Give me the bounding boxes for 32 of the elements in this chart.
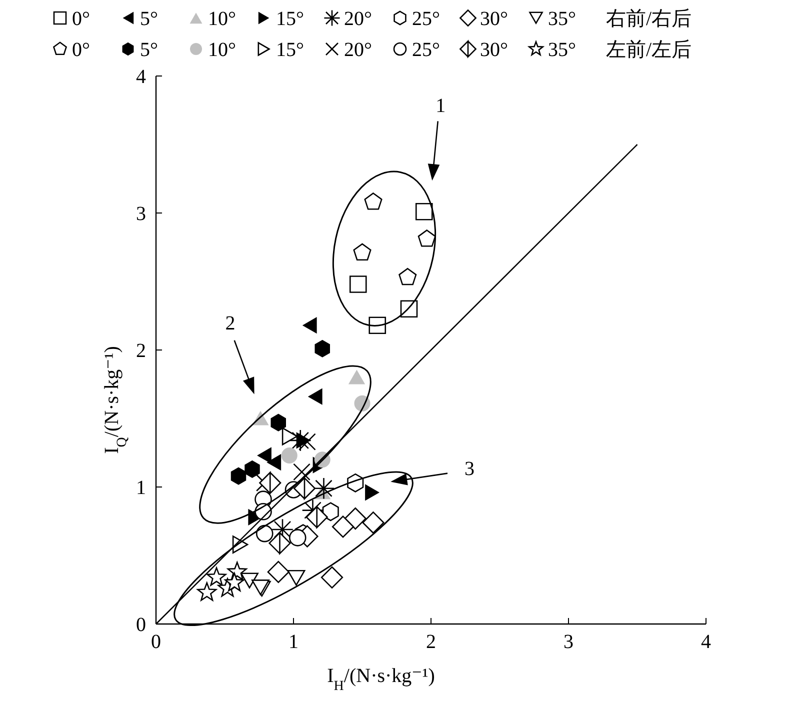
legend-label: 30° <box>480 39 508 61</box>
legend-label: 35° <box>548 8 576 30</box>
legend-label: 35° <box>548 39 576 61</box>
legend-label: 5° <box>140 39 158 61</box>
legend-label: 0° <box>72 39 90 61</box>
legend-label: 5° <box>140 8 158 30</box>
legend-label: 20° <box>344 8 372 30</box>
text: 右前/右后 <box>606 8 692 30</box>
annotation: 1 <box>436 94 446 117</box>
legend-label: 20° <box>344 39 372 61</box>
y-tick-label: 2 <box>136 340 146 362</box>
annotation: 3 <box>464 458 474 480</box>
x-tick-label: 4 <box>701 631 711 653</box>
x-tick-label: 0 <box>151 631 161 653</box>
text: 左前/左后 <box>606 39 692 61</box>
x-tick-label: 1 <box>288 631 298 653</box>
x-tick-label: 3 <box>564 631 574 653</box>
y-tick-label: 0 <box>136 614 146 636</box>
y-tick-label: 1 <box>136 477 146 499</box>
annotation: 2 <box>225 312 236 335</box>
legend-label: 10° <box>208 39 236 61</box>
legend-label: 15° <box>276 39 304 61</box>
legend-label: 30° <box>480 8 508 30</box>
y-tick-label: 3 <box>136 203 146 225</box>
y-tick-label: 4 <box>136 66 146 88</box>
x-axis-title: I$_{H}$/(N·s·kg⁻¹) <box>327 665 435 694</box>
legend-label: 25° <box>412 8 440 30</box>
legend-label: 25° <box>412 39 440 61</box>
legend-label: 10° <box>208 8 236 30</box>
legend-label: 0° <box>72 8 90 30</box>
x-tick-label: 2 <box>426 631 436 653</box>
legend-label: 15° <box>276 8 304 30</box>
